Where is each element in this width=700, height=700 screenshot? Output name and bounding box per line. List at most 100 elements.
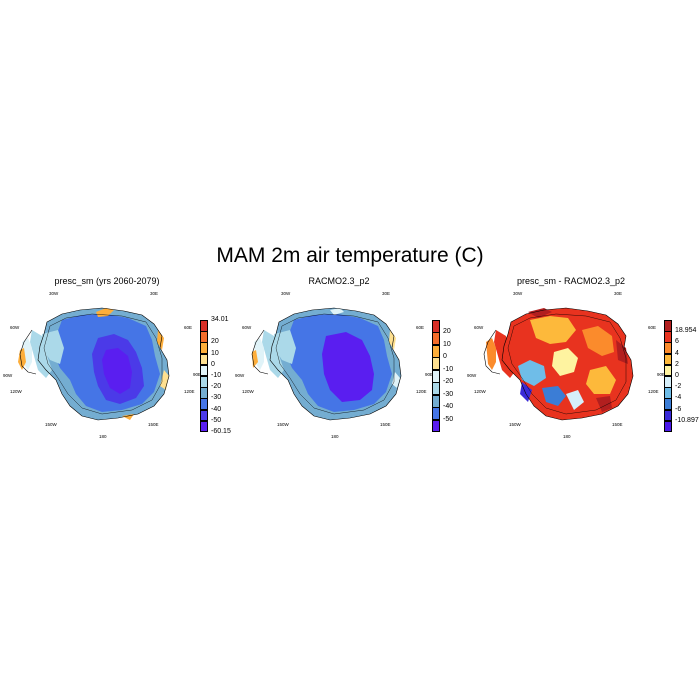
map-field — [252, 308, 401, 420]
colorbar-segment — [664, 387, 672, 399]
colorbar-segment — [432, 332, 440, 346]
lon-label-120e: 120E — [648, 389, 659, 394]
map-panel-racmo: RACMO2.3_p2 30W 30E 60W 60E 90W 90E 120W… — [234, 276, 466, 451]
lon-label-90w: 90W — [3, 373, 13, 378]
colorbar-label: 0 — [211, 360, 215, 368]
colorbar-segment — [432, 344, 440, 358]
colorbar-label: 2 — [675, 360, 679, 368]
colorbar-label: -30 — [443, 390, 454, 398]
colorbar-segment — [200, 398, 208, 411]
colorbar-label: 6 — [675, 338, 679, 346]
lon-label-30w: 30W — [513, 291, 523, 296]
lon-label-60e: 60E — [416, 325, 425, 330]
lon-label-150w: 150W — [277, 422, 289, 427]
colorbar-label: -4 — [675, 394, 682, 402]
coastline — [37, 307, 170, 421]
lon-label-120w: 120W — [10, 389, 22, 394]
lon-label-120e: 120E — [184, 389, 195, 394]
colorbar-segment — [432, 320, 440, 333]
colorbar-segment — [664, 398, 672, 411]
colorbar-label: 20 — [443, 328, 451, 336]
colorbar-segment — [200, 331, 208, 343]
colorbar-segment — [200, 409, 208, 422]
colorbar-segment — [664, 364, 672, 377]
colorbar-segment — [664, 320, 672, 332]
lon-label-60e: 60E — [648, 325, 657, 330]
colorbar-label: -60.15 — [211, 428, 231, 435]
lon-label-180: 180 — [563, 434, 571, 439]
map-field — [18, 308, 169, 420]
grounding-line — [43, 313, 163, 415]
map-field — [486, 308, 633, 420]
antarctica-map — [18, 307, 170, 421]
lon-label-30e: 30E — [150, 291, 159, 296]
colorbar-label: 4 — [675, 349, 679, 357]
grounding-line — [507, 313, 627, 415]
grounding-line — [275, 313, 395, 415]
colorbar-label: 34.01 — [211, 316, 229, 323]
coastline — [269, 307, 402, 421]
colorbar-label: 10 — [443, 340, 451, 348]
colorbar-segment — [432, 407, 440, 421]
lon-label-90e: 90E — [425, 372, 434, 377]
colorbar-label: -2 — [675, 383, 682, 391]
lon-label-60w: 60W — [242, 325, 252, 330]
panel-title: presc_sm (yrs 2060-2079) — [54, 276, 160, 286]
antarctica-map — [483, 307, 634, 421]
colorbar-label: -10.897 — [675, 416, 699, 424]
colorbar-segment — [432, 382, 440, 396]
coastline — [501, 307, 634, 421]
colorbar-segment — [664, 420, 672, 433]
lon-label-120w: 120W — [474, 389, 486, 394]
colorbar-segment — [200, 376, 208, 388]
colorbar-label: -10 — [211, 372, 222, 379]
colorbar-segment — [200, 387, 208, 399]
colorbar-segment — [664, 331, 672, 343]
colorbar-segment — [200, 364, 208, 377]
colorbar-label: 0 — [675, 372, 679, 379]
colorbar-segment — [200, 342, 208, 355]
colorbar-label: -6 — [675, 405, 682, 413]
peninsula-coastline — [19, 329, 37, 375]
panel-title: presc_sm - RACMO2.3_p2 — [516, 276, 626, 286]
colorbar-segment — [432, 394, 440, 408]
peninsula-coastline — [251, 329, 269, 375]
lon-label-150e: 150E — [380, 422, 391, 427]
lon-label-180: 180 — [99, 434, 107, 439]
colorbar: 18.954 6 4 2 0 -2 -4 -6 -10.897 — [664, 320, 699, 433]
colorbar-label: -30 — [211, 394, 222, 402]
colorbar-label: 10 — [211, 349, 219, 357]
colorbar-label: -10 — [443, 365, 454, 373]
colorbar-label: -20 — [443, 378, 454, 386]
colorbar-segment — [200, 353, 208, 366]
colorbar-segment — [432, 369, 440, 383]
lon-label-30e: 30E — [382, 291, 391, 296]
lon-label-60e: 60E — [184, 325, 193, 330]
lon-label-150e: 150E — [612, 422, 623, 427]
lon-label-150w: 150W — [509, 422, 521, 427]
colorbar-label: -20 — [211, 383, 222, 391]
colorbar-segment — [664, 409, 672, 422]
colorbar-label: 18.954 — [675, 327, 697, 335]
lon-label-30e: 30E — [614, 291, 623, 296]
figure-title: MAM 2m air temperature (C) — [216, 244, 484, 267]
lon-label-150w: 150W — [45, 422, 57, 427]
lon-label-120w: 120W — [242, 389, 254, 394]
colorbar-segment — [432, 419, 440, 433]
colorbar-segment — [432, 357, 440, 371]
colorbar-label: -40 — [211, 405, 222, 413]
lon-label-30w: 30W — [281, 291, 291, 296]
lon-label-60w: 60W — [474, 325, 484, 330]
colorbar-segment — [664, 353, 672, 366]
colorbar-segment — [664, 342, 672, 355]
colorbar-label: 0 — [443, 353, 447, 361]
colorbar-label: -50 — [211, 416, 222, 424]
colorbar-label: -40 — [443, 403, 454, 411]
map-panel-difference: presc_sm - RACMO2.3_p2 30W 30E 60W 60E 9… — [466, 276, 699, 451]
lon-label-120e: 120E — [416, 389, 427, 394]
colorbar-label: -50 — [443, 415, 454, 423]
lon-label-60w: 60W — [10, 325, 20, 330]
antarctica-map — [251, 307, 402, 421]
lon-label-90w: 90W — [467, 373, 477, 378]
panel-title: RACMO2.3_p2 — [308, 276, 370, 286]
